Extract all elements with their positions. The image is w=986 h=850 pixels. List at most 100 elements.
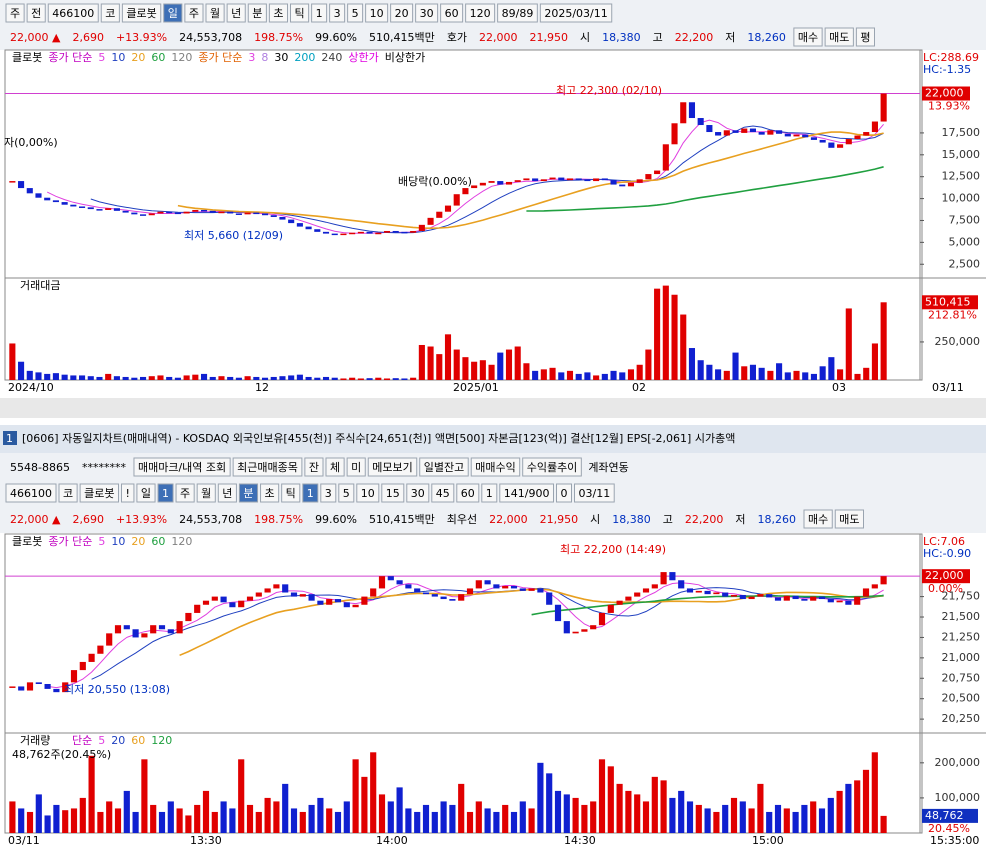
legend-item: 8 (261, 51, 268, 64)
window-titlebar (0, 425, 986, 453)
button[interactable] (302, 483, 319, 503)
button[interactable] (175, 483, 195, 503)
button[interactable] (196, 483, 216, 503)
candle (584, 179, 591, 182)
button[interactable] (163, 3, 183, 23)
y-tick-label: 200,000 (935, 756, 981, 769)
button[interactable] (121, 483, 135, 503)
button[interactable] (304, 457, 324, 477)
button[interactable] (356, 483, 380, 503)
candle (810, 596, 817, 601)
button[interactable] (5, 483, 57, 503)
button[interactable] (803, 509, 833, 529)
volume-bar (392, 378, 399, 380)
button[interactable] (226, 3, 246, 23)
button[interactable] (824, 27, 854, 47)
volume-bar (819, 366, 826, 380)
volume-bar (410, 377, 417, 380)
button[interactable] (347, 3, 364, 23)
volume-bar (475, 801, 482, 833)
button[interactable] (855, 27, 875, 47)
button[interactable] (470, 457, 521, 477)
candle (26, 188, 33, 194)
button[interactable] (834, 509, 864, 529)
button[interactable] (440, 3, 464, 23)
volume-bar (176, 808, 183, 833)
candle (776, 130, 783, 134)
button[interactable] (338, 483, 355, 503)
button[interactable] (133, 457, 231, 477)
label: 일 (141, 486, 151, 500)
button[interactable] (320, 483, 337, 503)
volume-bar (340, 378, 347, 380)
button[interactable] (100, 3, 120, 23)
volume-last-box (922, 808, 978, 823)
button[interactable] (390, 3, 414, 23)
button[interactable] (79, 483, 119, 503)
button[interactable] (415, 3, 439, 23)
button[interactable] (268, 3, 288, 23)
button[interactable] (184, 3, 204, 23)
volume-bar (619, 372, 626, 380)
label: 510,415백만 (369, 513, 435, 526)
button[interactable] (232, 457, 303, 477)
button[interactable] (325, 457, 345, 477)
button[interactable] (238, 483, 259, 503)
candle (61, 202, 68, 205)
button[interactable] (556, 483, 572, 503)
volume-bar (132, 811, 139, 833)
label: 평 (860, 31, 870, 44)
button[interactable] (481, 483, 498, 503)
volume-bar (200, 373, 208, 380)
button[interactable] (311, 3, 328, 23)
button[interactable] (260, 483, 280, 503)
label: 24,553,708 (179, 513, 242, 526)
candle (767, 130, 774, 135)
button[interactable] (26, 3, 46, 23)
x-tick-label: 03/11 (932, 381, 964, 394)
volume-bar (18, 808, 25, 833)
volume-bar (317, 797, 324, 833)
button[interactable] (136, 483, 156, 503)
candle (229, 602, 236, 608)
candle (255, 592, 262, 597)
volume-bar (440, 801, 447, 833)
button[interactable] (456, 483, 480, 503)
button[interactable] (346, 457, 366, 477)
button[interactable] (157, 483, 174, 503)
volume-bar (766, 811, 773, 833)
candle (519, 588, 526, 591)
button[interactable] (329, 3, 346, 23)
button[interactable] (465, 3, 496, 23)
button[interactable] (522, 457, 582, 477)
candle (209, 210, 216, 213)
indicator-label: LC:7.06 (923, 535, 965, 548)
button[interactable] (365, 3, 389, 23)
button[interactable] (5, 3, 25, 23)
button[interactable] (121, 3, 162, 23)
candle (331, 233, 338, 236)
button[interactable] (431, 483, 455, 503)
button[interactable] (539, 3, 613, 23)
button[interactable] (793, 27, 823, 47)
button[interactable] (381, 483, 405, 503)
button[interactable] (497, 3, 538, 23)
button[interactable] (367, 457, 418, 477)
volume-bar (148, 376, 155, 380)
button[interactable] (419, 457, 469, 477)
button[interactable] (217, 483, 237, 503)
label: 최우선 (447, 513, 477, 526)
button[interactable] (247, 3, 267, 23)
volume-bar (660, 780, 667, 833)
volume-bar (209, 376, 216, 380)
button[interactable] (406, 483, 430, 503)
button[interactable] (290, 3, 310, 23)
button[interactable] (58, 483, 78, 503)
volume-bar (140, 376, 147, 380)
volume-bar (105, 373, 112, 380)
button[interactable] (499, 483, 554, 503)
button[interactable] (574, 483, 615, 503)
button[interactable] (47, 3, 99, 23)
button[interactable] (205, 3, 225, 23)
button[interactable] (281, 483, 301, 503)
